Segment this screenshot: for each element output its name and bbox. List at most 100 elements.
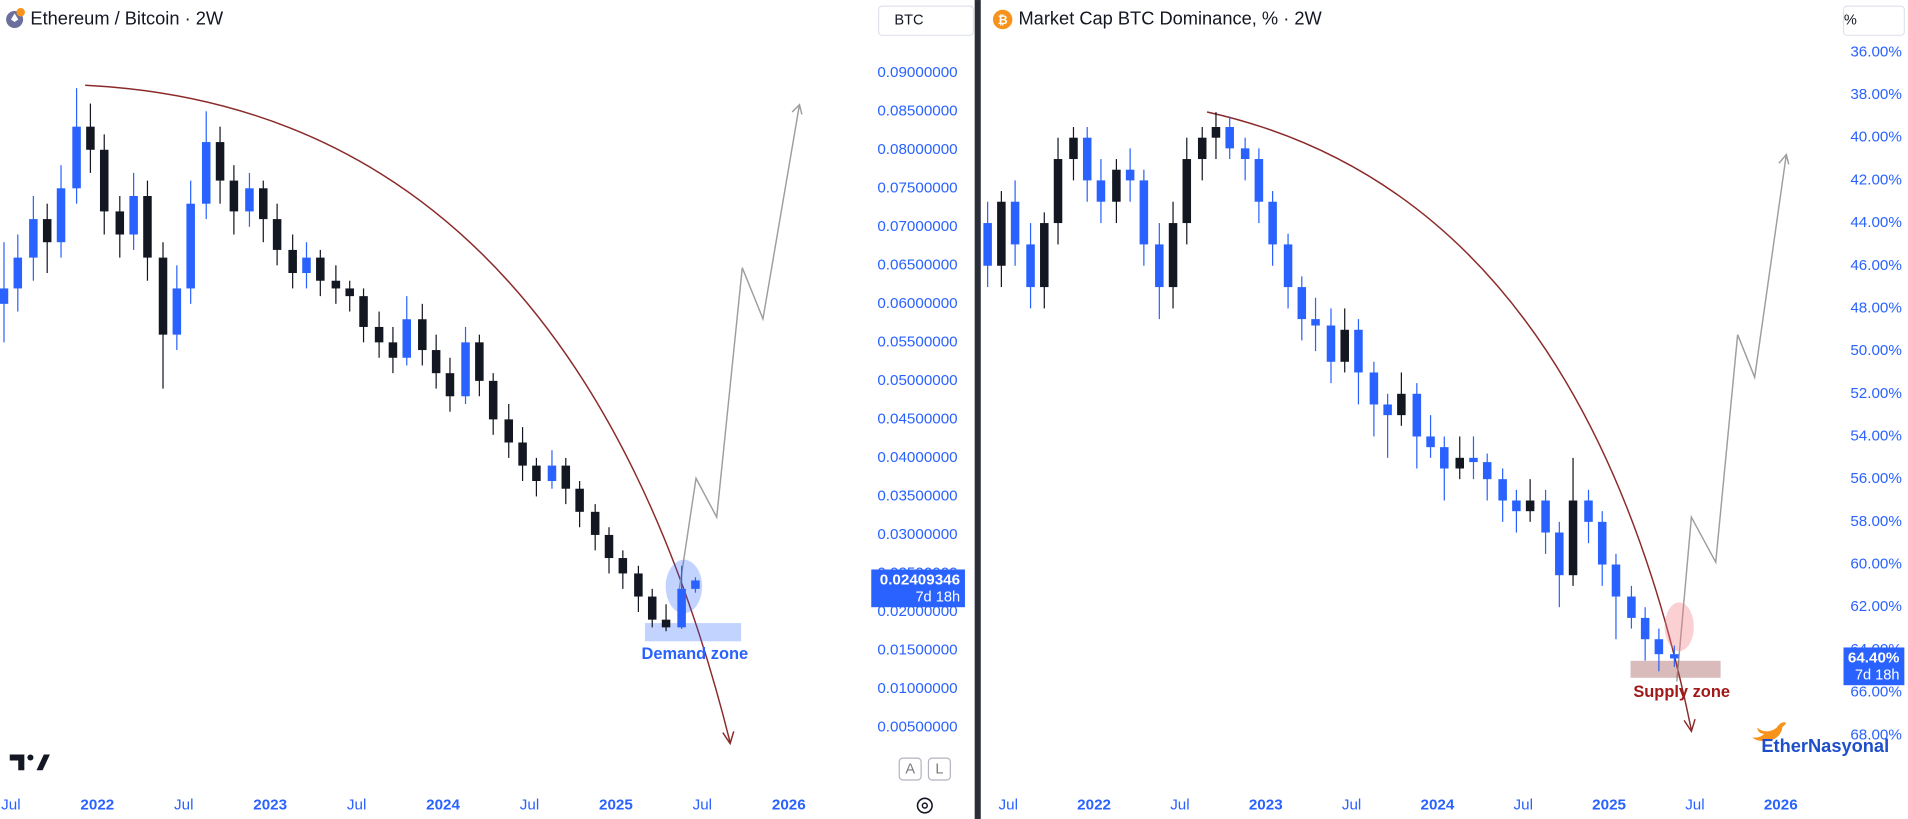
candle-body [561,465,571,489]
candle-body [99,149,109,212]
candle-body [997,201,1006,266]
candle-body [1525,500,1535,512]
x-tick-label: Jul [1514,797,1533,814]
candle-body [1311,319,1320,326]
currency-box[interactable] [1842,5,1905,36]
candle-body [1112,169,1121,202]
y-tick-label: 0.08000000 [877,141,957,158]
y-tick-label: 0.07500000 [877,179,957,196]
candle-body [1268,201,1277,245]
candle-body [1197,137,1207,160]
candle-body [1240,148,1250,160]
candle-body [316,257,325,281]
candle-body [983,223,992,266]
x-tick-label: Jul [999,797,1018,814]
eth-icon [6,7,25,29]
candle-body [1455,457,1464,469]
x-tick-label: 2023 [253,797,287,814]
x-tick-label: Jul [1,797,20,814]
x-tick-label: 2025 [599,797,633,814]
candle-body [518,442,527,466]
x-tick-label: Jul [347,797,366,814]
candle-body [1225,127,1234,149]
candle-body [13,257,23,289]
arrow-head [722,731,735,746]
y-tick-label: 0.00500000 [877,719,957,736]
candle-body [245,188,254,212]
y-tick-label: 56.00% [1850,470,1902,487]
current-price: 0.02409346 [880,571,960,588]
settings-icon[interactable] [916,797,933,814]
y-tick-label: 68.00% [1850,726,1902,743]
candle-body [618,558,628,574]
candle-body [1155,244,1164,288]
currency-label: BTC [894,13,923,29]
candle-body [418,319,427,351]
candle-body [1512,500,1521,512]
currency-box[interactable] [877,5,975,36]
y-tick-label: 0.06000000 [877,295,957,312]
candle-body [677,588,686,628]
candle-body [504,419,514,443]
chart-title: Market Cap BTC Dominance, % · 2W [1018,7,1322,28]
y-tick-label: 54.00% [1850,427,1902,444]
candle-body [158,257,168,335]
y-tick-label: 42.00% [1850,171,1902,188]
candle-body [634,573,643,597]
candle-body [359,296,368,327]
current-price: 64.40% [1848,649,1900,666]
y-tick-label: 44.00% [1850,214,1902,231]
candle-body [272,219,282,250]
x-tick-label: 2024 [426,797,460,814]
btc-icon: ₿ [992,9,1013,30]
x-tick-label: Jul [174,797,193,814]
zone-annotation: Demand zone [641,645,748,663]
candle-body [1469,457,1478,463]
candle-body [1340,329,1349,362]
x-tick-label: Jul [1342,797,1361,814]
candle-body [1627,596,1636,618]
candle-body [1026,244,1035,288]
y-tick-label: 0.04000000 [877,449,957,466]
y-tick-label: 52.00% [1850,385,1902,402]
y-tick-label: 0.03500000 [877,487,957,504]
toolbar-button[interactable] [927,757,951,781]
candle-body [1283,244,1293,288]
y-tick-label: 0.05000000 [877,372,957,389]
candle-body [143,195,152,258]
y-tick-label: 48.00% [1850,299,1902,316]
x-tick-label: 2026 [1764,797,1798,814]
x-tick-label: 2023 [1249,797,1283,814]
toolbar-button-label: L [935,762,943,778]
x-tick-label: 2024 [1421,797,1455,814]
x-tick-label: 2026 [772,797,806,814]
candle-body [1254,159,1264,202]
svg-text:₿: ₿ [998,13,1008,27]
candle-body [345,288,354,297]
candle-body [1397,393,1406,416]
candle-body [1568,500,1578,576]
y-tick-label: 0.05500000 [877,333,957,350]
y-tick-label: 60.00% [1850,556,1902,573]
tv-logo [9,754,50,771]
watermark: EtherNasyonal [1761,735,1889,756]
watermark-icon [1752,722,1787,742]
candle-body [1541,500,1550,533]
candle-body [691,580,700,589]
arrow-head [1778,153,1790,165]
x-tick-label: Jul [1170,797,1189,814]
candle-body [1584,500,1593,522]
candle-body [1139,180,1149,245]
toolbar-button[interactable] [898,757,922,781]
candle-body [0,288,9,304]
candle-body [1096,180,1106,202]
candle-body [1125,169,1135,181]
candle-body [1482,462,1492,480]
y-tick-label: 0.01000000 [877,680,957,697]
candle-body [1412,393,1422,437]
candle-body [1426,436,1435,448]
y-tick-label: 0.09000000 [877,64,957,81]
candle-body [575,488,584,512]
arrow-head [791,103,803,115]
candle-body [1383,404,1392,416]
